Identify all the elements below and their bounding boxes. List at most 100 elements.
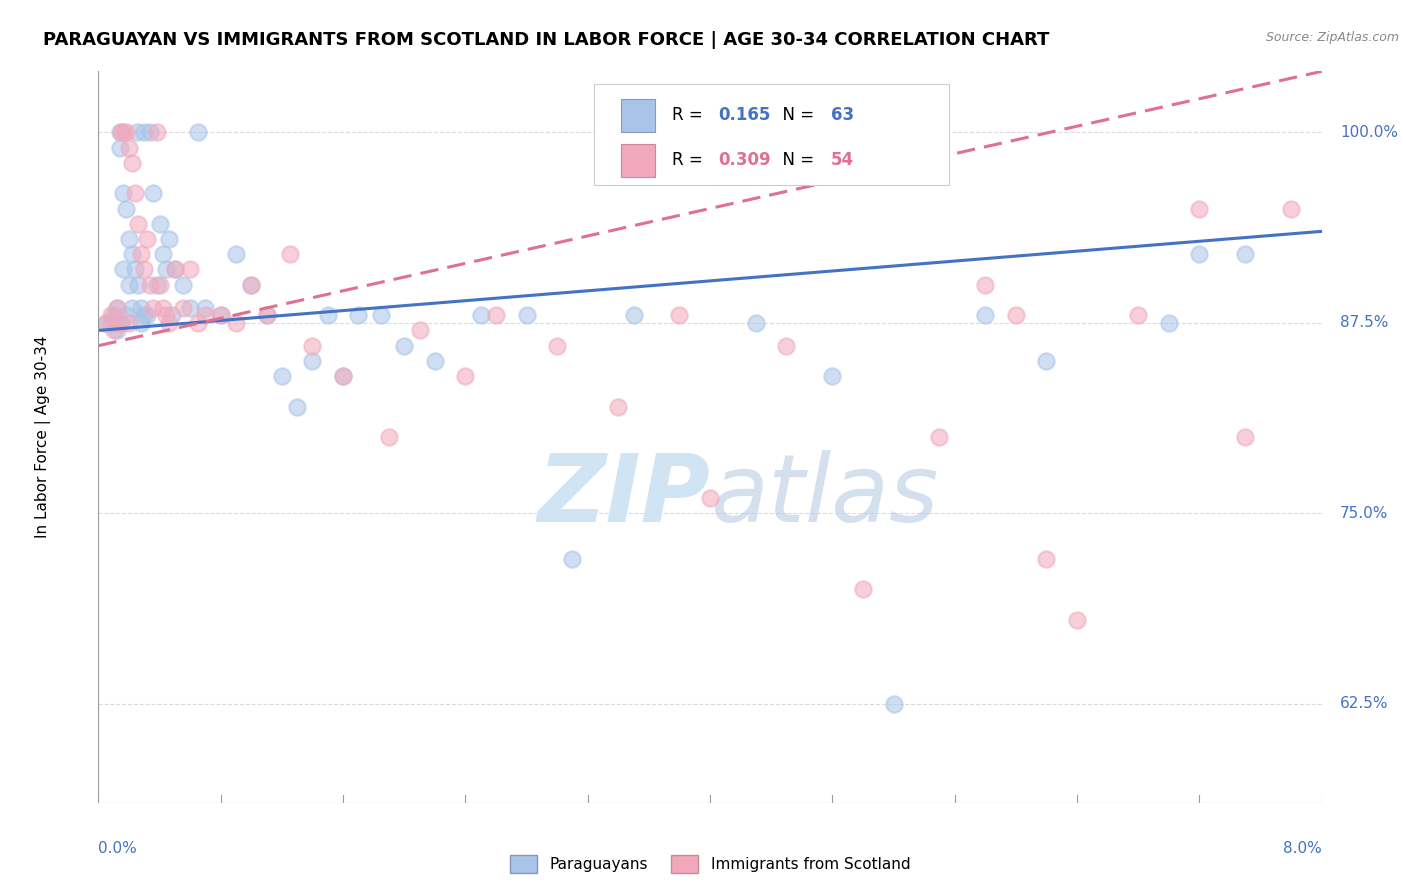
Point: [408, 323, 430, 337]
Point: [485, 308, 508, 322]
Point: [163, 262, 186, 277]
Point: [1035, 552, 1057, 566]
Point: [347, 308, 370, 322]
Point: [118, 232, 141, 246]
Point: [108, 125, 131, 139]
Point: [270, 369, 294, 384]
Point: [152, 247, 174, 261]
Point: [179, 301, 201, 315]
Point: [179, 262, 201, 277]
Point: [160, 308, 183, 322]
Point: [1234, 430, 1257, 444]
Point: [100, 316, 122, 330]
Text: R =: R =: [672, 151, 709, 169]
Text: 75.0%: 75.0%: [1340, 506, 1388, 521]
Point: [108, 140, 131, 154]
Point: [316, 308, 339, 322]
Point: [118, 140, 141, 154]
Point: [110, 316, 132, 330]
Point: [225, 316, 247, 330]
Point: [136, 308, 159, 322]
Text: N =: N =: [772, 106, 820, 124]
Point: [883, 697, 905, 711]
Point: [94, 316, 117, 330]
Point: [1234, 247, 1257, 261]
Point: [515, 308, 537, 322]
Point: [134, 125, 156, 139]
Point: [209, 308, 232, 322]
Point: [301, 338, 323, 352]
Point: [142, 301, 165, 315]
Point: [332, 369, 354, 384]
Legend: Paraguayans, Immigrants from Scotland: Paraguayans, Immigrants from Scotland: [503, 848, 917, 880]
Point: [392, 338, 416, 352]
Point: [110, 125, 132, 139]
Point: [115, 125, 138, 139]
Point: [108, 316, 131, 330]
Point: [121, 155, 143, 169]
Point: [94, 316, 117, 330]
Point: [821, 369, 844, 384]
Point: [546, 338, 568, 352]
Point: [775, 338, 797, 352]
Point: [1066, 613, 1088, 627]
Point: [699, 491, 721, 505]
Point: [745, 316, 768, 330]
Text: 0.0%: 0.0%: [98, 841, 138, 856]
Point: [145, 125, 167, 139]
Point: [145, 277, 167, 292]
Point: [187, 316, 209, 330]
Point: [124, 262, 146, 277]
Text: 54: 54: [831, 151, 855, 169]
Point: [121, 247, 143, 261]
Point: [118, 316, 141, 330]
Point: [105, 301, 128, 315]
Point: [332, 369, 354, 384]
Point: [1279, 202, 1302, 216]
Point: [103, 316, 125, 330]
Point: [111, 262, 134, 277]
Point: [1157, 316, 1180, 330]
Point: [111, 125, 134, 139]
Point: [278, 247, 301, 261]
Point: [1035, 354, 1057, 368]
Point: [157, 316, 180, 330]
Point: [974, 308, 997, 322]
FancyBboxPatch shape: [620, 144, 655, 177]
Point: [668, 308, 690, 322]
Text: 100.0%: 100.0%: [1340, 125, 1398, 140]
Point: [100, 308, 122, 322]
Point: [127, 217, 149, 231]
Text: PARAGUAYAN VS IMMIGRANTS FROM SCOTLAND IN LABOR FORCE | AGE 30-34 CORRELATION CH: PARAGUAYAN VS IMMIGRANTS FROM SCOTLAND I…: [44, 31, 1050, 49]
Text: 0.309: 0.309: [718, 151, 772, 169]
Point: [1004, 308, 1026, 322]
Text: 87.5%: 87.5%: [1340, 315, 1388, 330]
Text: In Labor Force | Age 30-34: In Labor Force | Age 30-34: [35, 335, 52, 539]
Point: [194, 308, 217, 322]
Point: [256, 308, 278, 322]
Point: [134, 262, 156, 277]
Point: [105, 301, 128, 315]
Point: [852, 582, 875, 597]
Point: [129, 301, 152, 315]
Point: [105, 323, 128, 337]
Point: [470, 308, 492, 322]
Text: Source: ZipAtlas.com: Source: ZipAtlas.com: [1265, 31, 1399, 45]
Point: [103, 323, 125, 337]
Text: atlas: atlas: [710, 450, 938, 541]
Point: [149, 277, 172, 292]
Point: [423, 354, 446, 368]
Point: [285, 400, 308, 414]
FancyBboxPatch shape: [620, 99, 655, 132]
Text: 0.165: 0.165: [718, 106, 770, 124]
Point: [301, 354, 323, 368]
Point: [928, 430, 950, 444]
Point: [142, 186, 165, 201]
Point: [115, 202, 138, 216]
Text: ZIP: ZIP: [537, 450, 710, 541]
Text: N =: N =: [772, 151, 820, 169]
Point: [561, 552, 583, 566]
Point: [256, 308, 278, 322]
Text: 63: 63: [831, 106, 855, 124]
Point: [623, 308, 645, 322]
